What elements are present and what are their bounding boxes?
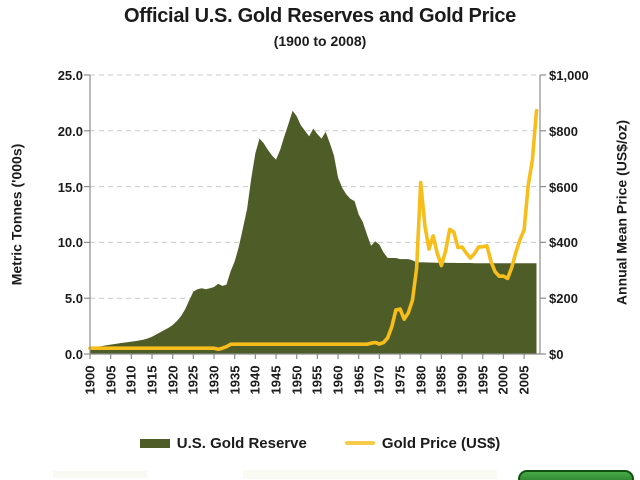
- x-axis-tick-label: 1995: [475, 365, 491, 395]
- legend-label-gold-reserve: U.S. Gold Reserve: [176, 434, 307, 452]
- left-axis-tick-label: 15.0: [57, 179, 83, 195]
- x-axis-tick-label: 1925: [185, 365, 201, 395]
- x-axis-tick-label: 1930: [206, 365, 222, 395]
- bottom-right-badge: [518, 470, 634, 480]
- x-axis-tick-label: 2000: [495, 365, 511, 395]
- x-axis-tick-label: 1910: [123, 365, 139, 395]
- x-axis-tick-label: 1915: [144, 365, 160, 395]
- x-axis-tick-label: 1965: [351, 365, 367, 395]
- x-axis-tick-label: 1960: [330, 365, 346, 395]
- left-axis-tick-label: 20.0: [57, 123, 83, 139]
- x-axis-tick-label: 1970: [371, 365, 387, 395]
- right-axis-tick-label: $200: [549, 291, 578, 307]
- right-axis-tick-label: $1,000: [549, 68, 589, 83]
- gold-price-line: [88, 108, 539, 352]
- legend: U.S. Gold Reserve Gold Price (US$): [0, 432, 640, 454]
- x-axis-tick-label: 1900: [82, 365, 98, 395]
- left-axis-tick-label: 10.0: [57, 235, 83, 251]
- legend-label-gold-price: Gold Price (US$): [381, 434, 501, 452]
- left-axis-tick-label: 25.0: [57, 68, 83, 83]
- x-axis-tick-label: 1950: [289, 365, 305, 395]
- right-axis-tick-label: $800: [549, 123, 578, 139]
- right-axis-tick-label: $600: [549, 179, 578, 195]
- left-axis-tick-label: 0.0: [64, 347, 83, 362]
- gold-reserve-area: [90, 110, 537, 354]
- x-axis-tick-label: 1975: [392, 365, 408, 395]
- chart-subtitle: (1900 to 2008): [273, 33, 367, 49]
- x-axis-tick-label: 1935: [227, 365, 243, 395]
- x-axis-tick-label: 1940: [247, 365, 263, 395]
- faint-watermark-right: [243, 470, 497, 479]
- gold-price-line-swatch-icon: [344, 441, 375, 445]
- left-axis-tick-label: 5.0: [64, 291, 83, 307]
- right-axis-tick-label: $0: [549, 347, 564, 362]
- faint-watermark-left: [53, 471, 147, 478]
- x-axis-tick-label: 2005: [516, 365, 532, 395]
- x-axis-tick-label: 1990: [454, 365, 470, 395]
- chart-title: Official U.S. Gold Reserves and Gold Pri…: [124, 5, 516, 27]
- x-axis-tick-label: 1920: [165, 365, 181, 395]
- x-axis-tick-label: 1955: [309, 365, 325, 395]
- x-axis-tick-label: 1985: [433, 365, 449, 395]
- right-axis-tick-label: $400: [549, 235, 578, 251]
- x-axis-tick-label: 1905: [103, 365, 119, 395]
- x-axis-tick-label: 1945: [268, 365, 284, 395]
- x-axis-tick-label: 1980: [413, 365, 429, 395]
- gold-reserve-swatch-icon: [139, 438, 170, 448]
